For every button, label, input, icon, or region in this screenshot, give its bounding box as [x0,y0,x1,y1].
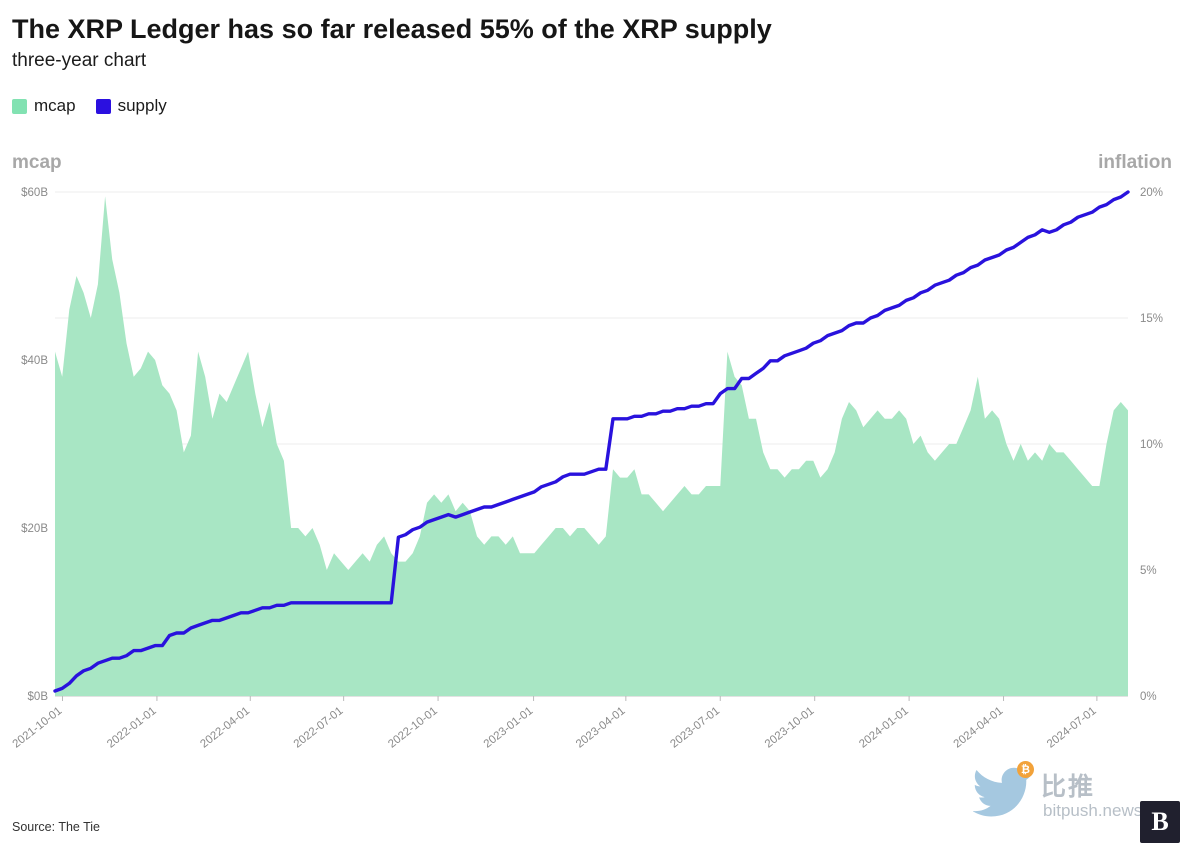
legend-swatch-mcap [12,98,27,114]
svg-text:$20B: $20B [21,523,48,535]
legend-label-supply: supply [117,96,167,116]
page-subtitle: three-year chart [12,50,147,72]
legend-label-mcap: mcap [34,96,76,116]
page-title: The XRP Ledger has so far released 55% o… [12,14,772,44]
svg-text:15%: 15% [1140,313,1163,325]
bitpush-logo: B [1140,801,1180,843]
svg-text:2023-01-01: 2023-01-01 [482,705,536,751]
svg-text:2023-04-01: 2023-04-01 [574,705,628,751]
svg-text:2022-07-01: 2022-07-01 [292,705,346,751]
supply-line [53,190,1130,693]
svg-text:$40B: $40B [21,355,48,367]
x-axis-labels: 2021-10-01 2022-01-01 2022-04-01 2022-07-01… [11,696,1099,751]
axis-titles: mcap inflation [0,152,1184,174]
svg-text:20%: 20% [1140,187,1163,199]
bitcoin-icon: ₿ [1017,761,1034,778]
svg-text:10%: 10% [1140,439,1163,451]
svg-text:2023-07-01: 2023-07-01 [668,705,722,751]
legend-swatch-supply [95,98,111,114]
mcap-area [55,196,1128,697]
svg-text:2024-04-01: 2024-04-01 [952,705,1006,751]
svg-text:0%: 0% [1140,691,1157,703]
bitpush-site-label: bitpush.news [1043,801,1143,820]
svg-text:2022-04-01: 2022-04-01 [198,705,252,751]
y-axis-right-labels: 0% 5% 10% 15% 20% [1140,187,1163,703]
legend-item-mcap[interactable]: mcap [12,96,76,116]
source-note: Source: The Tie [12,820,101,834]
svg-text:2024-07-01: 2024-07-01 [1045,705,1099,751]
legend-item-supply[interactable]: supply [95,96,167,116]
twitter-bird-icon [972,765,1035,817]
svg-text:$60B: $60B [21,187,48,199]
svg-text:2023-10-01: 2023-10-01 [763,705,817,751]
svg-text:2022-10-01: 2022-10-01 [386,705,440,751]
y-axis-left-labels: $0B $20B $40B $60B [21,187,48,703]
svg-text:$0B: $0B [28,691,49,703]
bitpush-watermark: ₿ 比推 bitpush.news B [969,759,1184,847]
bitpush-logo-letter: B [1151,807,1169,836]
svg-text:5%: 5% [1140,565,1157,577]
bitpush-cn-label: 比推 [1041,773,1096,801]
right-axis-title: inflation [1098,152,1172,174]
svg-text:2024-01-01: 2024-01-01 [857,705,911,751]
svg-text:2021-10-01: 2021-10-01 [11,705,65,751]
svg-text:2022-01-01: 2022-01-01 [105,705,159,751]
left-axis-title: mcap [12,152,62,174]
legend: mcap supply [0,96,1184,116]
chart-header: The XRP Ledger has so far released 55% o… [0,0,1184,72]
